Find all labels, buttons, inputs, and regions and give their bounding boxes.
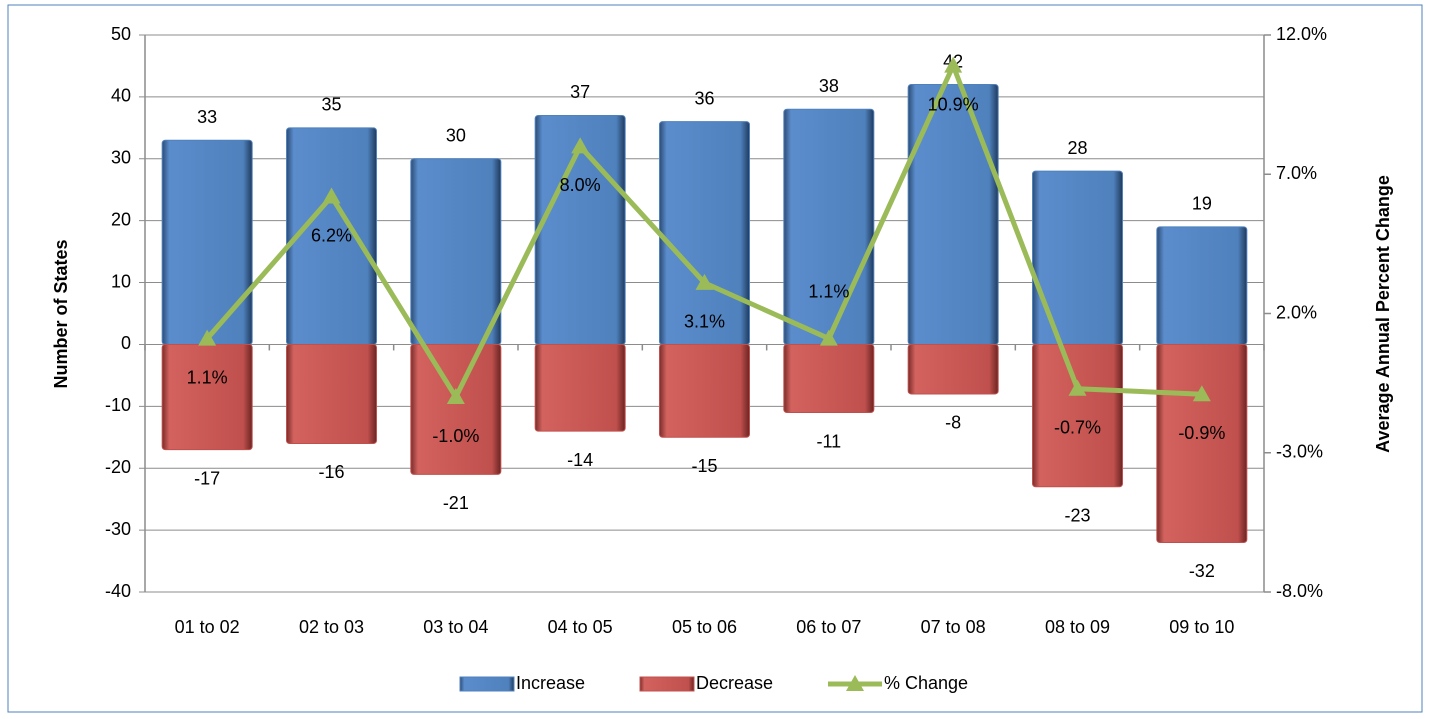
bar — [534, 343, 626, 432]
bar — [659, 343, 750, 438]
data-label: 28 — [1067, 138, 1087, 158]
bar — [410, 158, 502, 345]
data-label: -17 — [194, 468, 220, 488]
bar — [907, 343, 999, 395]
marker — [819, 329, 838, 346]
x-tick-label: 06 to 07 — [796, 617, 861, 637]
legend-label: Increase — [516, 673, 585, 693]
marker — [944, 56, 963, 73]
marker — [322, 187, 341, 204]
data-label: 36 — [694, 88, 714, 108]
bar — [783, 108, 875, 345]
data-label: 1.1% — [808, 281, 849, 301]
bar — [783, 343, 875, 414]
bar — [286, 343, 377, 444]
bar — [1156, 343, 1248, 543]
data-label: 19 — [1192, 194, 1212, 214]
legend-swatch — [459, 676, 515, 692]
marker — [571, 137, 590, 154]
marker — [695, 273, 714, 290]
y2-tick-label: 7.0% — [1276, 163, 1317, 183]
data-label: 38 — [819, 76, 839, 96]
legend-label: % Change — [884, 673, 968, 693]
y-tick-label: 20 — [111, 209, 131, 229]
data-label: 37 — [570, 82, 590, 102]
bar — [907, 84, 999, 345]
y2-axis-title: Average Annual Percent Change — [1373, 175, 1393, 453]
legend-swatch — [639, 676, 695, 692]
x-tick-label: 05 to 06 — [672, 617, 737, 637]
x-tick-label: 01 to 02 — [175, 617, 240, 637]
y-tick-label: -40 — [105, 581, 131, 601]
x-tick-label: 09 to 10 — [1169, 617, 1234, 637]
bar — [410, 343, 502, 475]
y-tick-label: 0 — [121, 333, 131, 353]
marker — [446, 388, 465, 405]
y2-tick-label: 12.0% — [1276, 24, 1327, 44]
marker — [1192, 385, 1211, 402]
legend-label: Decrease — [696, 673, 773, 693]
y2-tick-label: -8.0% — [1276, 581, 1323, 601]
marker — [1068, 379, 1087, 396]
x-tick-label: 08 to 09 — [1045, 617, 1110, 637]
y-axis-title: Number of States — [51, 239, 71, 388]
data-label: -23 — [1064, 506, 1090, 526]
data-label: 1.1% — [187, 367, 228, 387]
data-label: 33 — [197, 107, 217, 127]
data-label: -14 — [567, 450, 593, 470]
data-label: -1.0% — [432, 426, 479, 446]
data-label: -32 — [1189, 561, 1215, 581]
bar — [1156, 226, 1248, 345]
data-label: 6.2% — [311, 225, 352, 245]
y-tick-label: 50 — [111, 24, 131, 44]
y-tick-label: -30 — [105, 519, 131, 539]
data-label: -16 — [318, 462, 344, 482]
y-tick-label: 40 — [111, 86, 131, 106]
y-tick-label: 30 — [111, 148, 131, 168]
x-tick-label: 02 to 03 — [299, 617, 364, 637]
y2-tick-label: 2.0% — [1276, 302, 1317, 322]
legend-swatch — [846, 675, 864, 691]
data-label: 8.0% — [560, 175, 601, 195]
y-tick-label: 10 — [111, 271, 131, 291]
data-label: 3.1% — [684, 312, 725, 332]
x-tick-label: 03 to 04 — [423, 617, 488, 637]
data-label: -11 — [816, 431, 841, 451]
marker — [198, 329, 217, 346]
bar — [1032, 170, 1123, 345]
data-label: 30 — [446, 126, 466, 146]
x-tick-label: 04 to 05 — [548, 617, 613, 637]
data-label: -21 — [443, 493, 469, 513]
y2-tick-label: -3.0% — [1276, 442, 1323, 462]
y-tick-label: -20 — [105, 457, 131, 477]
bar — [1032, 343, 1123, 488]
x-tick-label: 07 to 08 — [921, 617, 986, 637]
data-label: -0.7% — [1054, 417, 1101, 437]
data-label: -0.9% — [1178, 423, 1225, 443]
data-label: 35 — [321, 95, 341, 115]
data-label: -8 — [945, 413, 961, 433]
data-label: 10.9% — [928, 94, 979, 114]
y-tick-label: -10 — [105, 395, 131, 415]
data-label: -15 — [691, 456, 717, 476]
bar — [161, 139, 253, 345]
bar — [161, 343, 253, 451]
